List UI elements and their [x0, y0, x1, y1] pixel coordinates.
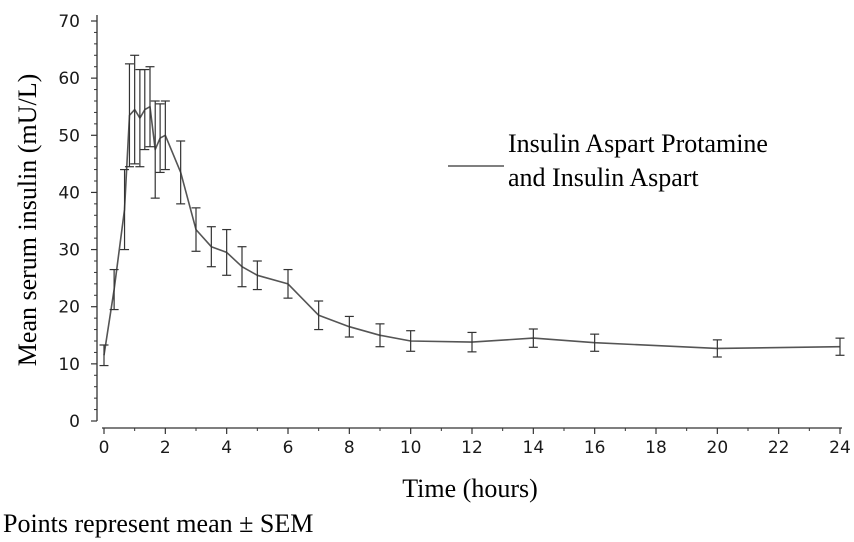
x-tick-label: 8 [344, 438, 355, 458]
error-bar [283, 268, 293, 299]
y-tick-label: 10 [58, 355, 80, 375]
x-tick-label: 18 [645, 438, 667, 458]
y-tick-label: 70 [58, 12, 80, 32]
x-tick-label: 16 [584, 438, 606, 458]
x-tick-label: 14 [523, 438, 545, 458]
error-bar [314, 300, 324, 331]
error-bar [712, 339, 722, 358]
error-bar [124, 63, 134, 168]
x-tick-label: 10 [400, 438, 422, 458]
x-axis-title: Time (hours) [402, 474, 538, 503]
x-tick-label: 0 [99, 438, 110, 458]
error-bar [155, 103, 165, 174]
x-tick-label: 12 [461, 438, 483, 458]
footnote: Points represent mean ± SEM [3, 509, 313, 538]
error-bar [344, 315, 354, 338]
error-bar [237, 246, 247, 288]
error-bar [206, 226, 216, 268]
legend-label-line-2: and Insulin Aspart [508, 163, 699, 192]
x-tick-label: 22 [768, 438, 790, 458]
y-tick-label: 30 [58, 241, 80, 261]
x-tick-label: 2 [160, 438, 171, 458]
x-tick-label: 20 [707, 438, 729, 458]
error-bar [176, 140, 186, 205]
y-tick-label: 50 [58, 126, 80, 146]
error-bar [160, 100, 170, 171]
error-bar [150, 100, 160, 199]
error-bar [109, 268, 119, 311]
error-bar [467, 331, 477, 353]
error-bar [528, 328, 538, 348]
error-bar [406, 330, 416, 352]
error-bar [252, 260, 262, 291]
error-bar [590, 333, 600, 352]
error-bar [145, 66, 155, 148]
error-bar [135, 68, 145, 168]
plot-area [99, 54, 845, 367]
x-tick-label: 6 [283, 438, 294, 458]
legend: Insulin Aspart Protamine and Insulin Asp… [448, 129, 768, 192]
error-bar [99, 344, 109, 367]
x-tick-label: 24 [829, 438, 851, 458]
error-bar [222, 228, 232, 276]
x-axis: 0 2 4 6 8 10 12 14 16 18 20 22 24 [99, 427, 851, 458]
error-bar [191, 207, 201, 252]
y-tick-label: 0 [69, 412, 80, 432]
error-bar [375, 323, 385, 348]
y-tick-label: 20 [58, 298, 80, 318]
error-bar [120, 168, 130, 251]
y-axis: 0 10 20 30 40 50 60 70 [58, 12, 98, 432]
y-tick-label: 40 [58, 183, 80, 203]
legend-label-line-1: Insulin Aspart Protamine [508, 129, 768, 158]
error-bar [835, 337, 845, 356]
x-tick-label: 4 [221, 438, 232, 458]
error-bar [130, 54, 140, 165]
y-axis-title: Mean serum insulin (mU/L) [13, 74, 42, 366]
y-tick-label: 60 [58, 69, 80, 89]
error-bar [140, 68, 150, 151]
